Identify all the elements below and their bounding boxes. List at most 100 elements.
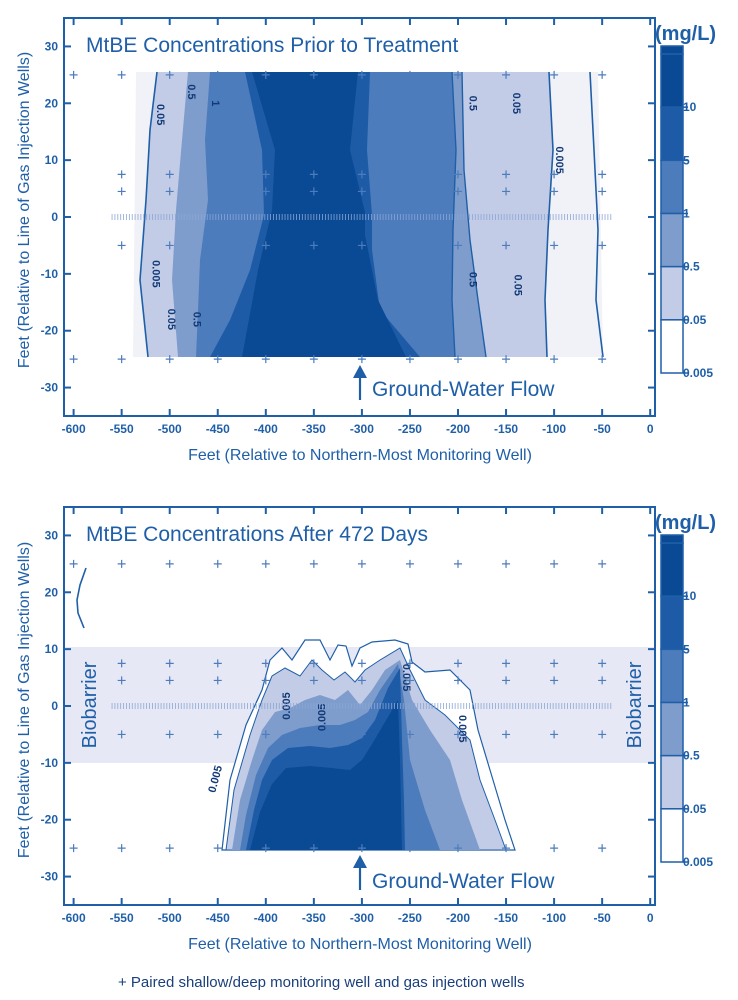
well-marker: [550, 730, 559, 739]
y-tick-label: 30: [45, 528, 59, 542]
x-tick-label: -300: [350, 911, 374, 925]
well-marker: [117, 559, 126, 568]
contour-label: 0.05: [154, 104, 166, 125]
well-marker: [117, 659, 126, 668]
well-marker: [165, 70, 174, 79]
well-marker: [213, 187, 222, 196]
x-tick-label: -500: [158, 422, 182, 436]
x-tick-label: -100: [542, 422, 566, 436]
well-marker: [213, 241, 222, 250]
well-marker: [357, 170, 366, 179]
well-marker: [165, 730, 174, 739]
contour-label: 0.005: [553, 146, 565, 174]
x-tick-label: -150: [494, 911, 518, 925]
y-axis-before: -30 -20 -10 0 10 20 30: [41, 39, 655, 395]
well-marker: [502, 70, 511, 79]
well-marker: [502, 355, 511, 364]
colorbar-label: 0.5: [683, 749, 700, 763]
contour-line-1-right: [461, 71, 487, 358]
well-marker: [357, 70, 366, 79]
well-marker: [357, 187, 366, 196]
well-marker: [261, 844, 270, 853]
colorbar-swatch: [660, 754, 684, 810]
well-marker: [454, 70, 462, 79]
well-marker: [598, 844, 607, 853]
well-marker: [309, 730, 318, 739]
contour-label: 0.05: [165, 309, 177, 330]
plume-fill-after: 0.005 0.005 0.005 0.005 0.005: [64, 559, 655, 853]
x-tick-label: -350: [302, 422, 326, 436]
well-markers-after: [69, 559, 655, 853]
well-marker: [405, 170, 414, 179]
well-marker: [165, 559, 174, 568]
x-tick-label: -50: [593, 422, 611, 436]
well-marker: [213, 559, 222, 568]
well-marker: [598, 170, 607, 179]
well-marker: [405, 241, 414, 250]
well-marker: [165, 355, 174, 364]
colorbar-label: 5: [683, 642, 690, 656]
y-tick-label: -10: [41, 267, 59, 281]
x-tick-label: -550: [110, 422, 134, 436]
well-marker: [550, 355, 559, 364]
x-tick-label: 0: [647, 422, 654, 436]
x-tick-label: -400: [254, 911, 278, 925]
contour-line-0005-left: [139, 71, 158, 358]
contour-line-05-right: [544, 71, 554, 358]
well-marker: [213, 676, 222, 685]
x-tick-label: -200: [446, 911, 470, 925]
well-marker: [309, 187, 318, 196]
colorbar-swatch: [660, 265, 684, 321]
colorbar-label: 10: [683, 589, 697, 603]
colorbar-swatch: [660, 542, 684, 597]
well-marker: [261, 187, 270, 196]
well-marker: [309, 241, 318, 250]
colorbar-label: 10: [683, 100, 697, 114]
well-marker: [405, 844, 414, 853]
y-tick-label: -20: [41, 324, 59, 338]
x-tick-label: -250: [398, 422, 422, 436]
well-marker: [598, 730, 607, 739]
contour-label: 0.005: [149, 260, 161, 288]
well-marker: [261, 170, 270, 179]
x-tick-label: 0: [647, 911, 654, 925]
well-marker: [117, 844, 126, 853]
flow-label: Ground-Water Flow: [372, 870, 555, 893]
contour-label: 0.5: [191, 312, 203, 327]
well-marker: [165, 676, 174, 685]
x-tick-label: -100: [542, 911, 566, 925]
well-marker: [261, 355, 270, 364]
well-marker: [309, 170, 318, 179]
well-marker: [117, 676, 126, 685]
well-marker: [117, 241, 126, 250]
contour-label: 0.5: [467, 272, 479, 287]
contour-label: 0.5: [185, 84, 197, 99]
colorbar-label: 1: [683, 207, 690, 221]
well-marker: [309, 676, 318, 685]
well-marker: [117, 170, 126, 179]
ground-water-flow-annotation-after: Ground-Water Flow: [353, 855, 555, 893]
contour-label: 0.005: [281, 692, 293, 720]
well-marker: [261, 730, 270, 739]
well-marker: [309, 70, 318, 79]
well-marker: [165, 187, 174, 196]
x-tick-label: -250: [398, 911, 422, 925]
well-marker: [502, 559, 511, 568]
y-tick-label: -10: [41, 756, 59, 770]
well-marker: [117, 187, 126, 196]
well-marker: [213, 844, 222, 853]
well-marker: [502, 187, 511, 196]
well-marker: [405, 659, 414, 668]
well-marker: [69, 559, 78, 568]
units-label-after: (mg/L): [655, 512, 716, 534]
level-10-region-after: [250, 700, 402, 850]
well-marker: [165, 241, 174, 250]
y-tick-label: -20: [41, 813, 59, 827]
flow-arrow-icon: [353, 365, 367, 378]
contour-label: 1: [209, 100, 221, 106]
well-marker: [357, 676, 366, 685]
chart-title-after: MtBE Concentrations After 472 Days: [86, 523, 428, 546]
colorbar-label: 0.005: [683, 366, 713, 380]
plume-fill-before: 0.05 0.5 1 0.005 0.05 0.5 0.5 0.05 0.005 0.5 0.05: [69, 70, 655, 364]
